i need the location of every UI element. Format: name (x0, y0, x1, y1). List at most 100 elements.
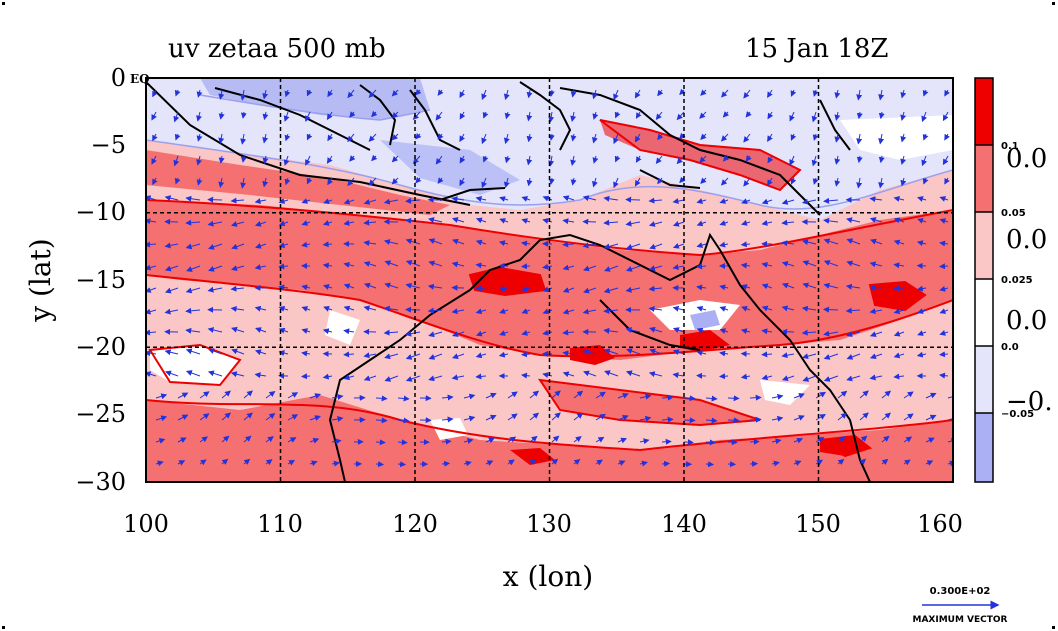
wind-vector-arrow (925, 414, 937, 421)
wind-vector-arrow (437, 133, 444, 140)
wind-vector-arrow (676, 155, 685, 165)
wind-vector-arrow (199, 459, 207, 466)
wind-vector-arrow (672, 327, 685, 333)
wind-vector-arrow (428, 260, 443, 267)
wind-vector-arrow (767, 111, 774, 120)
wind-vector-arrow (504, 155, 511, 164)
wind-vector-arrow (781, 282, 795, 289)
wind-vector-arrow (604, 265, 619, 272)
wind-vector-arrow (287, 392, 299, 399)
wind-vector-arrow (262, 155, 269, 165)
wind-vector-arrow (893, 262, 905, 269)
wind-vector-arrow (740, 241, 751, 248)
wind-vector-arrow (437, 89, 444, 96)
wind-vector-arrow (856, 133, 863, 145)
wind-vector-arrow (592, 177, 598, 188)
wind-vector-arrow (700, 177, 707, 185)
wind-vector-arrow (146, 195, 157, 202)
wind-vector-arrow (526, 89, 533, 99)
wind-vector-arrow (859, 412, 869, 421)
wind-vector-arrow (761, 351, 773, 358)
wind-vector-arrow (562, 195, 575, 202)
wind-vector-arrow (722, 111, 730, 118)
wind-vector-arrow (218, 155, 225, 164)
wind-vector-arrow (802, 375, 817, 382)
wind-vector-arrow (893, 217, 905, 224)
wind-vector-arrow (781, 328, 795, 335)
wind-vector-arrow (375, 395, 388, 402)
wind-vector-arrow (459, 133, 465, 143)
wind-vector-arrow (900, 177, 907, 187)
wind-vector-arrow (922, 133, 929, 141)
wind-vector-arrow (583, 287, 597, 294)
wind-vector-arrow (196, 111, 202, 122)
wind-vector-arrow (343, 351, 355, 358)
wind-vector-arrow (428, 353, 443, 360)
wind-vector-arrow (834, 155, 841, 165)
wind-vector-arrow (383, 329, 399, 336)
wind-vector-arrow (363, 261, 377, 267)
wind-vector-arrow (451, 261, 465, 268)
wind-vector-arrow (475, 352, 487, 359)
wind-vector-arrow (521, 351, 531, 358)
wind-vector-arrow (526, 111, 533, 122)
wind-vector-arrow (146, 264, 157, 271)
wind-vector-arrow (243, 390, 253, 399)
wind-vector-arrow (802, 353, 817, 360)
wind-vector-arrow (231, 326, 245, 333)
wind-vector-arrow (781, 375, 795, 382)
wind-vector-arrow (526, 177, 533, 187)
wind-vector-arrow (648, 221, 663, 227)
wind-vector-arrow (441, 416, 454, 423)
x-tick-3: 130 (526, 510, 572, 538)
wind-vector-arrow (451, 217, 465, 223)
wind-vector-arrow (592, 111, 599, 120)
wind-vector-arrow (595, 391, 606, 399)
wind-vector-arrow (397, 417, 410, 424)
wind-vector-arrow (405, 353, 421, 360)
wind-vector-arrow (475, 239, 487, 246)
wind-vector-arrow (151, 155, 157, 165)
wind-vector-arrow (859, 390, 869, 399)
wind-vector-arrow (944, 177, 950, 185)
wind-vector-arrow (614, 111, 621, 119)
wind-vector-arrow (771, 393, 784, 400)
wind-vector-arrow (542, 308, 553, 315)
y-tick-3: −15 (75, 266, 126, 294)
wind-vector-arrow (661, 460, 671, 467)
wind-vector-arrow (221, 435, 230, 443)
wind-vector-arrow (262, 111, 269, 121)
wind-vector-arrow (562, 241, 575, 248)
colorbar-big-label-3: −0. (1006, 387, 1053, 417)
wind-vector-arrow (592, 89, 598, 100)
wind-vector-arrow (526, 133, 533, 143)
wind-vector-arrow (947, 415, 953, 422)
wind-vector-arrow (441, 394, 454, 401)
wind-vector-arrow (562, 264, 575, 271)
wind-vector-arrow (570, 89, 577, 98)
wind-vector-arrow (582, 349, 597, 356)
wind-vector-arrow (705, 439, 716, 446)
wind-vector-arrow (939, 196, 949, 202)
wind-vector-arrow (173, 111, 180, 123)
wind-vector-arrow (152, 177, 158, 186)
wind-vector-arrow (767, 177, 773, 186)
wind-vector-arrow (582, 308, 597, 315)
wind-vector-arrow (284, 89, 291, 98)
wind-vector-arrow (327, 89, 334, 98)
wind-vector-arrow (218, 89, 225, 100)
wind-vector-arrow (856, 111, 863, 120)
wind-vector-arrow (397, 395, 410, 402)
wind-vector-arrow (383, 239, 399, 245)
wind-vector-arrow (375, 461, 385, 468)
x-axis-label: x (lon) (503, 560, 593, 593)
wind-vector-arrow (164, 287, 179, 294)
wind-vector-arrow (301, 241, 311, 248)
wind-vector-arrow (903, 436, 913, 443)
wind-vector-arrow (177, 414, 189, 421)
y-axis-label: y (lat) (24, 238, 57, 322)
wind-vector-arrow (363, 282, 377, 289)
wind-vector-arrow (939, 240, 949, 247)
wind-vector-arrow (626, 348, 641, 355)
wind-vector-arrow (745, 155, 752, 162)
